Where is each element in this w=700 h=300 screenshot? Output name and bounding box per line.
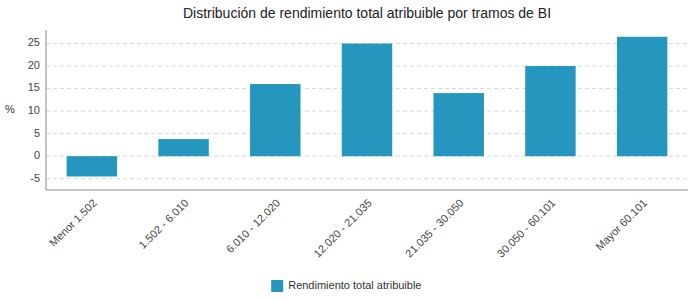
y-axis-line [46,30,47,190]
title: Distribución de rendimiento total atribu… [183,5,551,21]
legend-swatch [271,280,283,292]
legend-label: Rendimiento total atribuible [288,279,421,291]
bar [617,37,667,156]
y-tick-label: 5 [34,127,40,139]
bar [342,44,392,157]
x-tick-label: 1.502 - 6.010 [136,197,190,251]
y-tick-label: 10 [28,104,40,116]
y-tick-label: 0 [34,149,40,161]
bars [67,37,668,177]
x-tick-label: Menor 1.502 [47,197,99,249]
x-tick-label: 30.050 - 60.101 [495,197,558,260]
grid-line [46,178,688,179]
bar [67,156,117,176]
x-axis-line [46,190,688,191]
grid [46,44,688,179]
y-tick-label: 15 [28,81,40,93]
bar [525,66,575,156]
bar [433,93,483,156]
bar [250,84,300,156]
y-tick-label: 25 [28,36,40,48]
chart-container: Distribución de rendimiento total atribu… [0,0,700,300]
y-axis-label: % [5,103,15,115]
legend: Rendimiento total atribuible [271,279,421,292]
chart: Distribución de rendimiento total atribu… [0,0,700,300]
x-tick-label: 12.020 - 21.035 [311,197,374,260]
y-tick-label: -5 [30,172,40,184]
y-tick-label: 20 [28,59,40,71]
bar [158,139,208,156]
x-tick-label: 21.035 - 30.050 [403,197,466,260]
x-tick-label: Mayor 60.101 [593,197,649,253]
x-tick-label: 6.010 - 12.020 [224,197,283,256]
